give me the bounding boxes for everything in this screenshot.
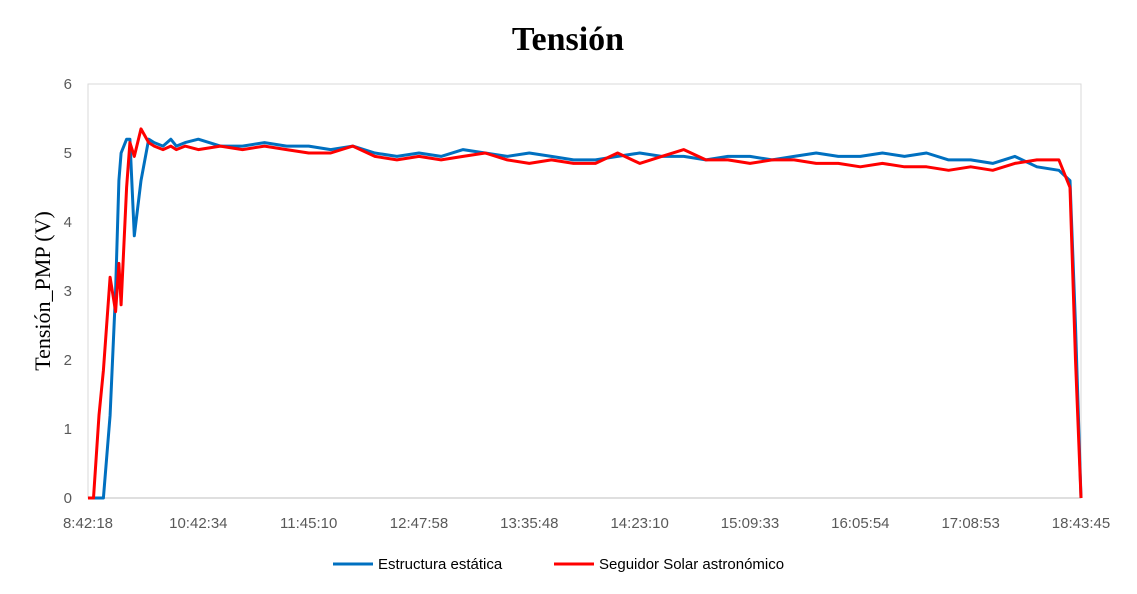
x-tick-label: 18:43:45 [1052, 515, 1110, 532]
series-lines [88, 127, 1083, 500]
x-axis-ticks: 8:42:18 10:42:34 11:45:10 12:47:58 13:35:48 1… [63, 515, 1110, 532]
y-tick-label: 1 [64, 421, 72, 438]
y-tick-label: 5 [64, 145, 72, 162]
x-tick-label: 15:09:33 [721, 515, 779, 532]
y-tick-label: 3 [64, 283, 72, 300]
x-tick-label: 13:35:48 [500, 515, 558, 532]
y-tick-label: 6 [64, 76, 72, 93]
y-tick-label: 2 [64, 352, 72, 369]
x-tick-label: 16:05:54 [831, 515, 889, 532]
y-tick-label: 4 [64, 214, 72, 231]
y-axis-ticks: 0 1 2 3 4 5 6 [64, 76, 72, 507]
x-tick-label: 14:23:10 [610, 515, 668, 532]
x-tick-label: 12:47:58 [390, 515, 448, 532]
y-tick-label: 0 [64, 490, 72, 507]
legend-label-0: Estructura estática [378, 556, 503, 573]
x-tick-label: 8:42:18 [63, 515, 113, 532]
x-tick-label: 11:45:10 [280, 515, 337, 532]
series-line-1 [88, 127, 1083, 500]
y-axis-label: Tensión_PMP (V) [30, 211, 55, 371]
legend: Estructura estática Seguidor Solar astron… [333, 556, 784, 573]
series-line-0 [88, 137, 1083, 500]
legend-label-1: Seguidor Solar astronómico [599, 556, 784, 573]
x-tick-label: 17:08:53 [941, 515, 999, 532]
chart-title: Tensión [512, 21, 624, 58]
x-tick-label: 10:42:34 [169, 515, 227, 532]
